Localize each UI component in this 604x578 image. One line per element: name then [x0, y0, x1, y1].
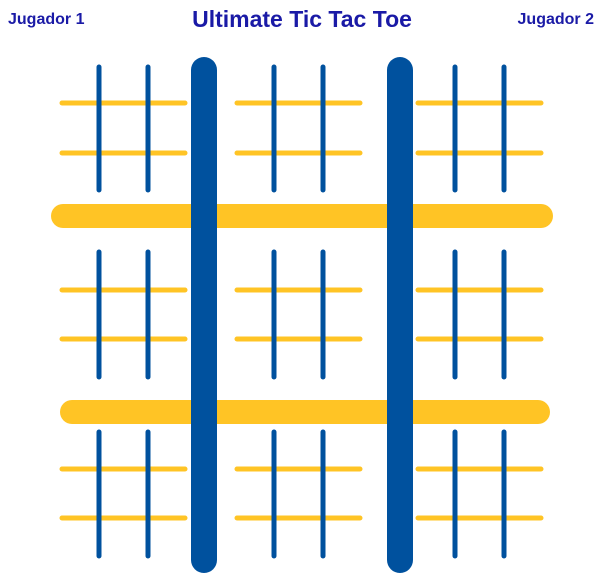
small-board-1-3: [415, 64, 544, 193]
board-cell-1-2-3-2[interactable]: [277, 156, 320, 187]
board-cell-2-2-2-2[interactable]: [277, 293, 320, 336]
board-cell-3-1-3-3[interactable]: [151, 521, 182, 553]
small-board-3-1: [59, 429, 188, 559]
board-cell-3-1-1-2[interactable]: [102, 435, 145, 466]
small-board-1-1: [59, 64, 188, 193]
board-cell-2-3-1-2[interactable]: [458, 255, 501, 287]
small-board-3-3: [415, 429, 544, 559]
board-cell-2-3-3-1[interactable]: [421, 342, 452, 374]
small-board-3-2: [234, 429, 363, 559]
board-cell-1-1-2-1[interactable]: [65, 106, 96, 150]
board-cell-2-2-2-3[interactable]: [326, 293, 357, 336]
small-board-2-1: [59, 249, 188, 380]
board-cell-3-2-2-3[interactable]: [326, 472, 357, 515]
board-cell-2-3-3-2[interactable]: [458, 342, 501, 374]
board-cell-3-1-1-3[interactable]: [151, 435, 182, 466]
board-cell-2-2-1-1[interactable]: [240, 255, 271, 287]
board-cell-3-1-3-1[interactable]: [65, 521, 96, 553]
board-cell-1-3-1-1[interactable]: [421, 70, 452, 100]
board-cell-2-2-3-2[interactable]: [277, 342, 320, 374]
board-cell-2-3-2-1[interactable]: [421, 293, 452, 336]
board-cell-3-2-3-3[interactable]: [326, 521, 357, 553]
small-board-2-3: [415, 249, 544, 380]
board-cell-2-3-3-3[interactable]: [507, 342, 538, 374]
board-cell-3-3-1-1[interactable]: [421, 435, 452, 466]
board-cell-2-1-3-2[interactable]: [102, 342, 145, 374]
board-cell-1-1-2-2[interactable]: [102, 106, 145, 150]
board-cell-2-2-2-1[interactable]: [240, 293, 271, 336]
board-cell-1-2-3-3[interactable]: [326, 156, 357, 187]
board-cell-2-1-2-3[interactable]: [151, 293, 182, 336]
board-cell-2-3-1-1[interactable]: [421, 255, 452, 287]
board-cell-1-3-2-3[interactable]: [507, 106, 538, 150]
board-cell-2-2-3-1[interactable]: [240, 342, 271, 374]
board-cell-1-3-3-2[interactable]: [458, 156, 501, 187]
small-board-1-2: [234, 64, 363, 193]
board-cell-1-1-3-2[interactable]: [102, 156, 145, 187]
board-cell-2-1-3-3[interactable]: [151, 342, 182, 374]
board-cell-3-2-2-2[interactable]: [277, 472, 320, 515]
board-cell-2-1-1-1[interactable]: [65, 255, 96, 287]
board-cell-1-3-2-2[interactable]: [458, 106, 501, 150]
board-cell-2-1-1-3[interactable]: [151, 255, 182, 287]
board-cell-1-3-1-3[interactable]: [507, 70, 538, 100]
board-cell-3-3-2-3[interactable]: [507, 472, 538, 515]
board-cell-1-1-2-3[interactable]: [151, 106, 182, 150]
board-cell-2-3-1-3[interactable]: [507, 255, 538, 287]
board-cell-2-1-3-1[interactable]: [65, 342, 96, 374]
board-cell-3-3-1-3[interactable]: [507, 435, 538, 466]
board-cell-3-2-1-1[interactable]: [240, 435, 271, 466]
board-cell-3-2-2-1[interactable]: [240, 472, 271, 515]
board-cell-3-1-2-1[interactable]: [65, 472, 96, 515]
board-cell-1-2-3-1[interactable]: [240, 156, 271, 187]
board-cell-1-3-2-1[interactable]: [421, 106, 452, 150]
board-cell-1-3-3-1[interactable]: [421, 156, 452, 187]
board-cell-2-2-3-3[interactable]: [326, 342, 357, 374]
player1-label: Jugador 1: [8, 11, 85, 28]
small-board-2-2: [234, 249, 363, 380]
board-cell-3-3-1-2[interactable]: [458, 435, 501, 466]
board-cell-3-3-2-1[interactable]: [421, 472, 452, 515]
board-cell-1-1-1-3[interactable]: [151, 70, 182, 100]
board-cell-2-1-2-1[interactable]: [65, 293, 96, 336]
board-cell-3-2-1-3[interactable]: [326, 435, 357, 466]
board-cell-3-1-3-2[interactable]: [102, 521, 145, 553]
board-cell-2-2-1-3[interactable]: [326, 255, 357, 287]
board-cell-3-3-2-2[interactable]: [458, 472, 501, 515]
player2-label: Jugador 2: [517, 11, 594, 28]
board-cell-1-3-3-3[interactable]: [507, 156, 538, 187]
board-cell-3-2-3-1[interactable]: [240, 521, 271, 553]
board-cell-1-2-2-1[interactable]: [240, 106, 271, 150]
board-cell-2-2-1-2[interactable]: [277, 255, 320, 287]
board-cell-1-3-1-2[interactable]: [458, 70, 501, 100]
board-cell-1-2-1-3[interactable]: [326, 70, 357, 100]
board-cell-1-1-1-1[interactable]: [65, 70, 96, 100]
board-cell-2-1-2-2[interactable]: [102, 293, 145, 336]
board-cell-1-1-3-3[interactable]: [151, 156, 182, 187]
board-cell-1-1-1-2[interactable]: [102, 70, 145, 100]
board-cell-1-1-3-1[interactable]: [65, 156, 96, 187]
board-cell-1-2-1-2[interactable]: [277, 70, 320, 100]
board-cell-3-1-1-1[interactable]: [65, 435, 96, 466]
board-cell-1-2-2-2[interactable]: [277, 106, 320, 150]
board-cell-3-3-3-3[interactable]: [507, 521, 538, 553]
board-cell-3-2-1-2[interactable]: [277, 435, 320, 466]
small-grids: [59, 64, 544, 559]
board-cell-3-3-3-2[interactable]: [458, 521, 501, 553]
board-cell-1-2-1-1[interactable]: [240, 70, 271, 100]
board-cell-3-3-3-1[interactable]: [421, 521, 452, 553]
board-cells[interactable]: [65, 70, 538, 553]
board-cell-2-3-2-2[interactable]: [458, 293, 501, 336]
board-cell-2-1-1-2[interactable]: [102, 255, 145, 287]
board-cell-1-2-2-3[interactable]: [326, 106, 357, 150]
board-cell-3-2-3-2[interactable]: [277, 521, 320, 553]
board-cell-2-3-2-3[interactable]: [507, 293, 538, 336]
board-cell-3-1-2-2[interactable]: [102, 472, 145, 515]
board-cell-3-1-2-3[interactable]: [151, 472, 182, 515]
game-title: Ultimate Tic Tac Toe: [192, 6, 412, 32]
